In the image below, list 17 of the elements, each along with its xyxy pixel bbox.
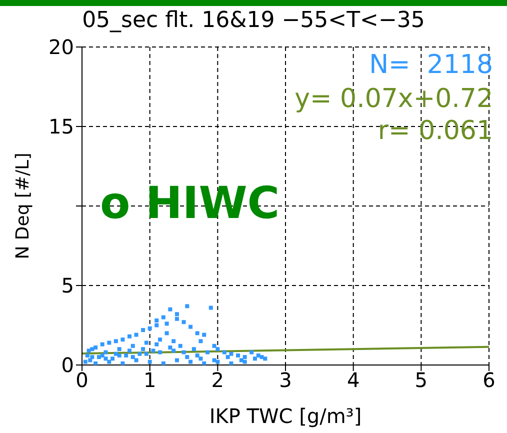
y-tick-label: 0 [61, 353, 74, 378]
x-tick-label: 3 [279, 368, 292, 392]
x-tick-label: 4 [346, 368, 360, 392]
x-tick-label: 1 [143, 368, 156, 392]
y-tick-label: 15 [48, 114, 74, 139]
x-tick-label: 6 [482, 368, 496, 392]
x-axis-title: IKP TWC [g/m³] [209, 404, 362, 428]
annotation: r= 0.061 [378, 116, 493, 146]
chart-title: 05_sec flt. 16&19 −55<T<−35 [81, 8, 426, 33]
y-tick-label: 20 [48, 35, 74, 60]
annotation: o HIWC [100, 178, 280, 229]
x-tick-label: 2 [211, 368, 224, 392]
annotation: y= 0.07x+0.72 [294, 84, 493, 114]
x-tick-label: 5 [414, 368, 428, 392]
annotation: N= 2118 [369, 50, 493, 80]
y-tick-label: 5 [61, 274, 74, 298]
y-axis-title: N Deq [#/L] [12, 152, 34, 260]
